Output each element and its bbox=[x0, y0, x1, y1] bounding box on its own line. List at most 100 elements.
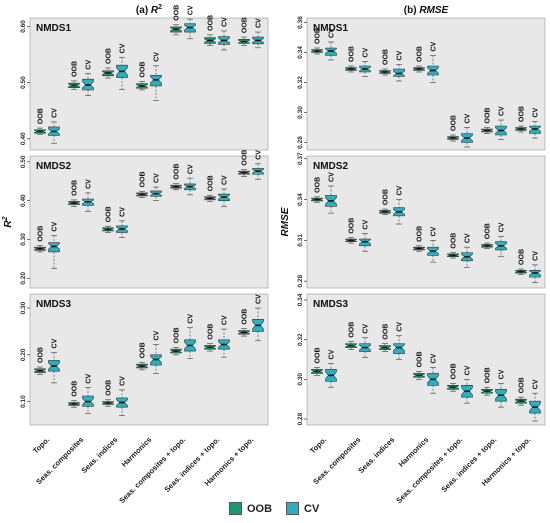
panel-label: NMDS2 bbox=[313, 161, 348, 172]
panel-rmse-nmds3: NMDS3 0.28 0.30 0.32 0.34 OOB CV OOB CV OOB CV OOB C… bbox=[297, 293, 546, 426]
group-label-oob: OOB bbox=[208, 15, 215, 31]
box-oob: OOB bbox=[379, 49, 391, 76]
category-label: Seas. composites + topo. bbox=[117, 435, 187, 503]
box-oob: OOB bbox=[379, 189, 391, 215]
box-oob: OOB bbox=[238, 17, 250, 46]
group-label-cv: CV bbox=[431, 226, 438, 236]
box-cv: CV bbox=[184, 314, 196, 359]
y-axis-label-1: RMSE bbox=[280, 207, 291, 236]
box-oob: OOB bbox=[413, 351, 425, 380]
group-label-oob: OOB bbox=[140, 342, 147, 358]
y-tick-label: 0.20 bbox=[20, 272, 27, 285]
category-label: Topo. bbox=[308, 435, 328, 455]
group-label-cv: CV bbox=[397, 322, 404, 332]
box-oob: OOB bbox=[447, 115, 459, 142]
group-label-oob: OOB bbox=[174, 164, 181, 180]
group-label-oob: OOB bbox=[485, 108, 492, 124]
box-oob: OOB bbox=[102, 206, 114, 233]
group-label-cv: CV bbox=[154, 173, 161, 183]
box-oob: OOB bbox=[102, 48, 114, 79]
box-cv: CV bbox=[325, 28, 337, 61]
box-cv: CV bbox=[252, 294, 264, 342]
panel-background bbox=[29, 293, 269, 426]
group-label-cv: CV bbox=[222, 175, 229, 185]
group-label-cv: CV bbox=[363, 220, 370, 230]
panel-background bbox=[306, 17, 546, 151]
group-label-cv: CV bbox=[120, 376, 127, 386]
box-cv: CV bbox=[48, 338, 60, 384]
panel-rmse-nmds2: NMDS2 0.28 0.31 0.34 0.37 OOB CV OOB CV OOB CV OOB C… bbox=[297, 152, 546, 289]
box-oob: OOB bbox=[345, 46, 357, 73]
y-tick-label: 0.50 bbox=[20, 76, 27, 89]
legend-item-cv: CV bbox=[286, 502, 319, 515]
y-tick-label: 0.50 bbox=[20, 155, 27, 168]
box-oob: OOB bbox=[413, 226, 425, 252]
panel-background bbox=[29, 17, 269, 151]
box-cv: CV bbox=[529, 251, 541, 283]
group-label-oob: OOB bbox=[106, 206, 113, 222]
group-label-oob: OOB bbox=[451, 115, 458, 131]
group-label-oob: OOB bbox=[242, 309, 249, 325]
group-label-oob: OOB bbox=[38, 226, 45, 242]
panel-background bbox=[306, 155, 546, 289]
group-label-oob: OOB bbox=[451, 363, 458, 379]
panel-rmse-nmds1: NMDS1 0.28 0.30 0.32 0.34 0.36 OOB CV OOB CV OOB CV… bbox=[297, 16, 546, 151]
group-label-oob: OOB bbox=[208, 175, 215, 191]
group-label-cv: CV bbox=[86, 60, 93, 70]
box-oob: OOB bbox=[413, 46, 425, 73]
y-tick-label: 0.32 bbox=[297, 333, 304, 346]
box-cv: CV bbox=[325, 172, 337, 214]
box-cv: CV bbox=[150, 173, 162, 201]
group-label-cv: CV bbox=[52, 338, 59, 348]
y-tick-label: 0.30 bbox=[20, 301, 27, 314]
group-label-oob: OOB bbox=[485, 367, 492, 383]
group-label-cv: CV bbox=[329, 28, 336, 38]
legend-label-oob: OOB bbox=[247, 502, 273, 515]
panel-label: NMDS3 bbox=[36, 299, 71, 310]
group-label-cv: CV bbox=[329, 349, 336, 359]
group-label-cv: CV bbox=[256, 294, 263, 304]
box-cv: CV bbox=[82, 60, 94, 96]
box-oob: OOB bbox=[34, 347, 46, 375]
group-label-oob: OOB bbox=[519, 377, 526, 393]
group-label-oob: OOB bbox=[383, 49, 390, 65]
box-oob: OOB bbox=[481, 367, 493, 396]
box-oob: OOB bbox=[447, 363, 459, 392]
group-label-oob: OOB bbox=[140, 171, 147, 187]
group-label-cv: CV bbox=[188, 164, 195, 174]
box-cv: CV bbox=[495, 222, 507, 258]
legend-swatch-oob bbox=[229, 502, 242, 515]
box-cv: CV bbox=[427, 226, 439, 263]
box-oob: OOB bbox=[204, 15, 216, 46]
group-label-cv: CV bbox=[154, 330, 161, 340]
group-label-oob: OOB bbox=[38, 347, 45, 363]
box-oob: OOB bbox=[68, 61, 80, 90]
panel-r2-nmds3: NMDS3 0.10 0.20 0.30 OOB CV OOB CV OOB CV OOB CV OOB… bbox=[20, 293, 269, 426]
y-tick-label: 0.32 bbox=[297, 76, 304, 89]
box-cv: CV bbox=[116, 207, 128, 238]
box-cv: CV bbox=[116, 43, 128, 90]
group-label-cv: CV bbox=[256, 18, 263, 28]
box-cv: CV bbox=[150, 52, 162, 101]
y-tick-label: 0.28 bbox=[297, 412, 304, 425]
box-cv: CV bbox=[359, 324, 371, 358]
group-label-cv: CV bbox=[52, 108, 59, 118]
group-label-oob: OOB bbox=[519, 106, 526, 122]
category-label: Harmonics bbox=[397, 435, 431, 469]
panel-label: NMDS2 bbox=[36, 161, 71, 172]
box-oob: OOB bbox=[136, 342, 148, 371]
group-label-oob: OOB bbox=[72, 180, 79, 196]
panel-label: NMDS3 bbox=[313, 299, 348, 310]
box-cv: CV bbox=[218, 17, 230, 51]
box-cv: CV bbox=[359, 220, 371, 252]
group-label-oob: OOB bbox=[349, 218, 356, 234]
box-oob: OOB bbox=[481, 223, 493, 249]
legend-label-cv: CV bbox=[304, 502, 320, 515]
panel-background bbox=[306, 293, 546, 426]
y-tick-label: 0.37 bbox=[297, 152, 304, 165]
box-oob: OOB bbox=[136, 171, 148, 198]
group-label-oob: OOB bbox=[519, 249, 526, 265]
group-label-cv: CV bbox=[465, 365, 472, 375]
group-label-cv: CV bbox=[363, 324, 370, 334]
group-label-oob: OOB bbox=[242, 17, 249, 33]
